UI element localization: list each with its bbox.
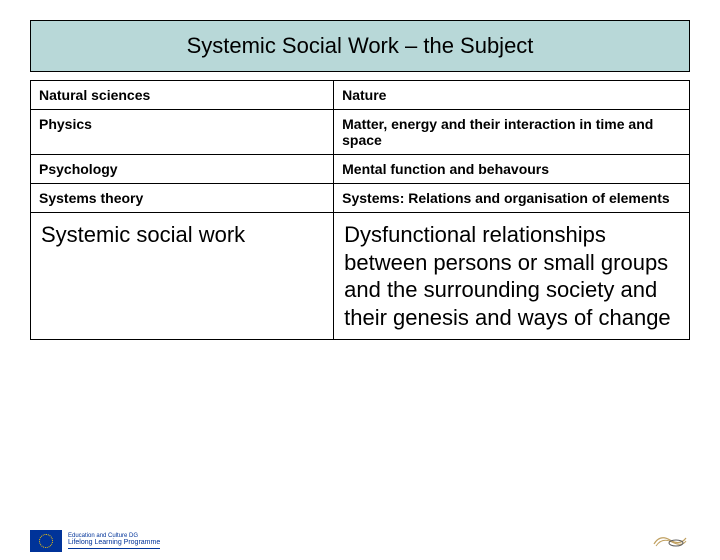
cell-discipline: Physics: [31, 110, 334, 155]
table-row: Systemic social work Dysfunctional relat…: [31, 213, 690, 340]
cell-subject: Systems: Relations and organisation of e…: [334, 184, 690, 213]
table-row: Systems theory Systems: Relations and or…: [31, 184, 690, 213]
table-row: Natural sciences Nature: [31, 81, 690, 110]
cell-discipline: Systems theory: [31, 184, 334, 213]
subject-table: Natural sciences Nature Physics Matter, …: [30, 80, 690, 340]
swirl-icon: [650, 530, 690, 552]
programme-line1: Education and Culture DG: [68, 533, 160, 540]
cell-discipline: Natural sciences: [31, 81, 334, 110]
cell-subject: Dysfunctional relationships between pers…: [334, 213, 690, 340]
cell-discipline: Psychology: [31, 155, 334, 184]
cell-subject: Nature: [334, 81, 690, 110]
cell-discipline: Systemic social work: [31, 213, 334, 340]
cell-subject: Mental function and behavours: [334, 155, 690, 184]
programme-logo: Education and Culture DG Lifelong Learni…: [30, 530, 160, 552]
page-title: Systemic Social Work – the Subject: [31, 33, 689, 59]
programme-line2: Lifelong Learning Programme: [68, 539, 160, 547]
cell-subject: Matter, energy and their interaction in …: [334, 110, 690, 155]
eu-flag-icon: [30, 530, 62, 552]
footer: Education and Culture DG Lifelong Learni…: [30, 530, 690, 552]
table-row: Physics Matter, energy and their interac…: [31, 110, 690, 155]
programme-text: Education and Culture DG Lifelong Learni…: [68, 533, 160, 549]
title-band: Systemic Social Work – the Subject: [30, 20, 690, 72]
table-row: Psychology Mental function and behavours: [31, 155, 690, 184]
